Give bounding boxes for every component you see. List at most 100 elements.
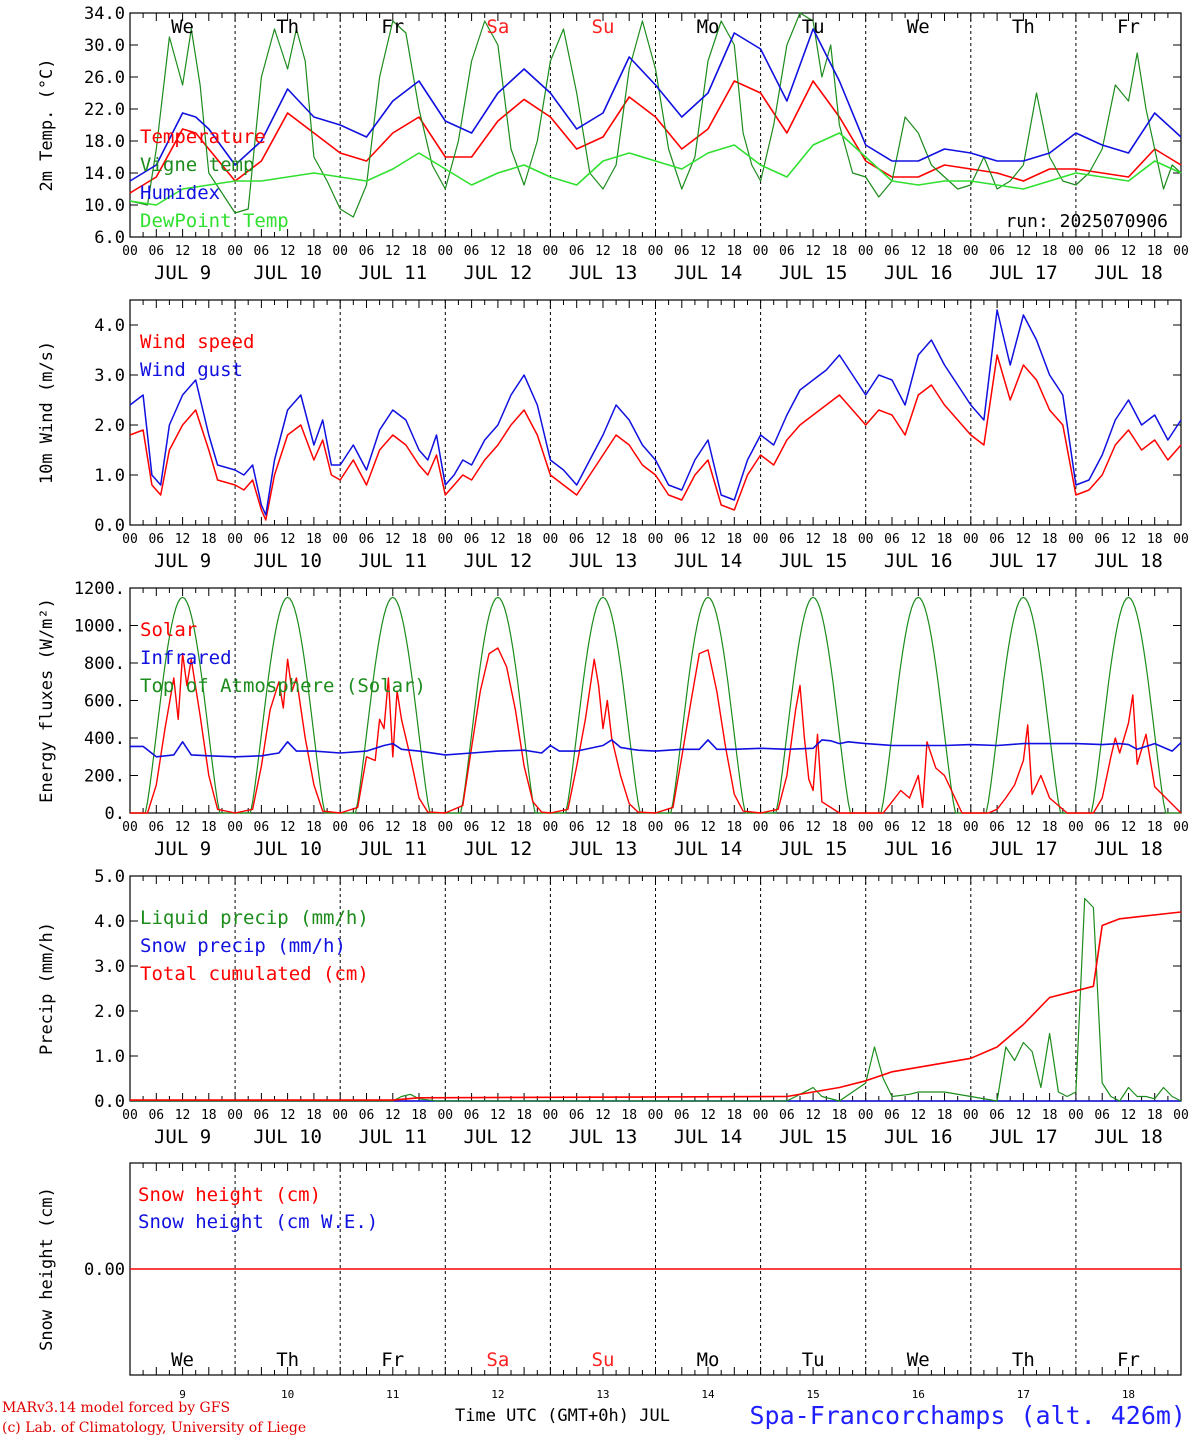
- hour-label: 00: [227, 820, 243, 835]
- hour-label: 00: [753, 1108, 769, 1123]
- hour-label: 06: [569, 244, 585, 259]
- day-number-label: 10: [281, 1388, 294, 1401]
- legend-entry: Snow height (cm): [138, 1184, 321, 1206]
- day-of-week-label: Tu: [802, 1349, 825, 1371]
- legend-entry: Infrared: [140, 647, 232, 669]
- hour-label: 00: [332, 244, 348, 259]
- legend-entry: Total cumulated (cm): [140, 963, 369, 985]
- hour-label: 06: [148, 1108, 164, 1123]
- hour-label: 06: [674, 532, 690, 547]
- hour-label: 18: [1042, 244, 1058, 259]
- y-tick-label: 34.0: [84, 4, 125, 24]
- hour-label: 12: [1016, 1108, 1032, 1123]
- hour-label: 12: [805, 1108, 821, 1123]
- hour-label: 00: [753, 532, 769, 547]
- y-tick-label: 2.0: [94, 1002, 125, 1022]
- legend-entry: Wind gust: [140, 359, 243, 381]
- day-date-label: JUL 9: [154, 550, 211, 572]
- hour-label: 12: [1016, 532, 1032, 547]
- lab-credit: (c) Lab. of Climatology, University of L…: [2, 1420, 307, 1436]
- hour-label: 00: [332, 1108, 348, 1123]
- hour-label: 00: [332, 820, 348, 835]
- hour-label: 06: [1094, 1108, 1110, 1123]
- hour-label: 12: [805, 820, 821, 835]
- hour-ticks: [129, 300, 1182, 525]
- hour-label: 06: [464, 532, 480, 547]
- day-date-label: JUL 17: [989, 838, 1058, 860]
- line-dewpoint-temp: [129, 132, 1182, 206]
- hour-label: 18: [726, 1108, 742, 1123]
- hour-label: 12: [385, 532, 401, 547]
- hour-label: 18: [306, 1108, 322, 1123]
- day-date-label: JUL 11: [358, 550, 427, 572]
- line-wind-speed: [129, 354, 1182, 521]
- hour-label: 00: [437, 820, 453, 835]
- day-of-week-label: Su: [592, 1349, 615, 1371]
- legend-entry: Temperature: [140, 126, 266, 148]
- day-date-label: JUL 12: [464, 838, 533, 860]
- line-solar: [130, 647, 1182, 814]
- day-date-label: JUL 18: [1094, 550, 1163, 572]
- legend-entry: Vigne temp: [140, 154, 254, 176]
- hour-label: 00: [648, 1108, 664, 1123]
- hour-label: 00: [227, 244, 243, 259]
- hour-label: 18: [937, 244, 953, 259]
- y-tick-label: 4.0: [94, 912, 125, 932]
- day-number-label: 14: [701, 1388, 715, 1401]
- hour-label: 18: [937, 820, 953, 835]
- y-tick-label: 200.: [84, 767, 125, 787]
- hour-label: 18: [621, 244, 637, 259]
- y-axis-label: Snow height (cm): [37, 1187, 57, 1351]
- hour-label: 06: [779, 532, 795, 547]
- y-tick-label: 400.: [84, 729, 125, 749]
- hour-label: 06: [254, 532, 270, 547]
- day-date-label: JUL 10: [253, 550, 322, 572]
- y-tick-label: 0.: [105, 804, 125, 824]
- day-date-label: JUL 15: [779, 1126, 848, 1148]
- hour-label: 00: [227, 532, 243, 547]
- hour-label: 06: [148, 820, 164, 835]
- hour-label: 00: [122, 244, 138, 259]
- legend-entry: Snow precip (mm/h): [140, 935, 346, 957]
- hour-label: 00: [437, 532, 453, 547]
- hour-label: 00: [648, 244, 664, 259]
- hour-label: 06: [674, 1108, 690, 1123]
- hour-label: 12: [175, 1108, 191, 1123]
- hour-label: 18: [621, 1108, 637, 1123]
- day-date-label: JUL 17: [989, 1126, 1058, 1148]
- hour-label: 12: [700, 1108, 716, 1123]
- hour-label: 06: [884, 244, 900, 259]
- y-tick-label: 5.0: [94, 867, 125, 887]
- hour-label: 12: [385, 820, 401, 835]
- hour-label: 06: [1094, 244, 1110, 259]
- y-tick-label: 0.0: [94, 516, 125, 536]
- hour-label: 00: [227, 1108, 243, 1123]
- y-tick-label: 3.0: [94, 366, 125, 386]
- hour-label: 06: [989, 532, 1005, 547]
- hour-label: 12: [910, 820, 926, 835]
- day-number-label: 9: [179, 1388, 186, 1401]
- hour-label: 06: [779, 1108, 795, 1123]
- hour-label: 18: [621, 820, 637, 835]
- hour-label: 12: [385, 1108, 401, 1123]
- hour-label: 12: [805, 532, 821, 547]
- hour-label: 18: [832, 1108, 848, 1123]
- day-of-week-label: Fr: [1117, 1349, 1140, 1371]
- y-tick-label: 2.0: [94, 416, 125, 436]
- y-tick-label: 22.0: [84, 100, 125, 120]
- hour-label: 12: [385, 244, 401, 259]
- day-date-label: JUL 18: [1094, 1126, 1163, 1148]
- day-of-week-label: Fr: [1117, 16, 1140, 38]
- hour-label: 06: [569, 1108, 585, 1123]
- line-infrared: [130, 739, 1182, 758]
- hour-label: 12: [490, 532, 506, 547]
- day-date-label: JUL 11: [358, 1126, 427, 1148]
- hour-label: 06: [884, 532, 900, 547]
- day-number-label: 11: [386, 1388, 399, 1401]
- y-tick-label: 0.0: [94, 1092, 125, 1112]
- day-date-label: JUL 16: [884, 550, 953, 572]
- hour-label: 06: [148, 532, 164, 547]
- hour-label: 00: [858, 244, 874, 259]
- day-of-week-label: Mo: [697, 16, 720, 38]
- hour-label: 12: [280, 244, 296, 259]
